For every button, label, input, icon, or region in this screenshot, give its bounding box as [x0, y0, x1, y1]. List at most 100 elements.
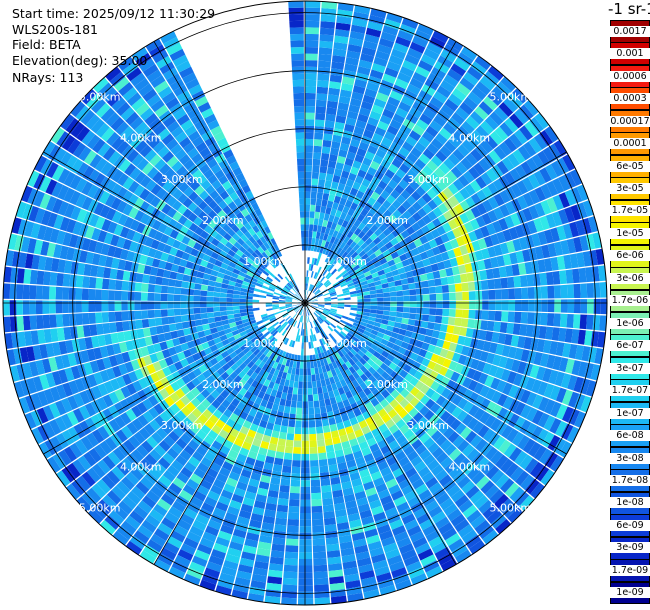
gate-cell [328, 563, 343, 572]
gate-cell [259, 535, 273, 544]
gate-cell [326, 220, 333, 229]
gate-cell [532, 273, 541, 287]
gate-cell [200, 284, 209, 291]
gate-cell [481, 461, 495, 475]
gate-cell [309, 284, 314, 292]
gate-cell [496, 380, 507, 393]
gate-cell [341, 315, 349, 320]
gate-cell [546, 197, 558, 213]
gate-cell [290, 40, 304, 48]
gate-cell [218, 495, 231, 506]
gate-cell [486, 223, 497, 236]
gate-cell [277, 404, 285, 413]
gate-cell [391, 525, 407, 536]
gate-cell [391, 567, 408, 579]
gate-cell [575, 219, 586, 236]
gate-cell [296, 145, 305, 153]
gate-cell [354, 154, 365, 164]
gate-cell [533, 170, 546, 186]
gate-cell [182, 274, 190, 282]
gate-cell [514, 311, 522, 324]
range-ring-label: 3.00km [161, 419, 203, 432]
gate-cell [344, 123, 355, 133]
gate-cell [313, 327, 317, 335]
gate-cell [239, 426, 250, 436]
gate-cell [358, 419, 368, 429]
gate-cell [484, 484, 500, 500]
gate-cell [242, 497, 255, 507]
gate-cell [322, 425, 331, 433]
gate-cell [325, 173, 334, 182]
gate-cell [438, 366, 449, 377]
gate-cell [347, 382, 355, 391]
gate-cell [391, 199, 402, 210]
gate-cell [350, 233, 358, 241]
gate-cell [423, 367, 433, 377]
gate-cell [581, 345, 591, 362]
gate-cell [434, 236, 444, 246]
gate-cell [310, 368, 316, 375]
gate-cell [579, 235, 589, 252]
gate-cell [328, 333, 335, 340]
gate-cell [328, 390, 335, 399]
gate-cell [334, 285, 342, 290]
gate-cell [335, 515, 349, 524]
gate-cell [268, 563, 284, 572]
gate-cell [414, 29, 431, 42]
gate-cell [447, 508, 462, 522]
gate-cell [346, 256, 354, 264]
gate-cell [309, 211, 315, 219]
gate-cell [299, 513, 312, 520]
gate-cell [491, 331, 500, 343]
gate-cell [260, 528, 274, 538]
gate-cell [337, 295, 345, 299]
gate-cell [311, 518, 324, 527]
gate-cell [282, 584, 298, 592]
gate-cell [315, 319, 320, 326]
gate-cell [350, 304, 358, 308]
gate-cell [318, 301, 325, 303]
gate-cell [330, 208, 337, 217]
gate-cell [376, 367, 385, 376]
gate-cell [372, 371, 381, 380]
gate-cell [350, 224, 358, 233]
gate-cell [398, 456, 410, 468]
gate-cell [315, 318, 321, 325]
gate-cell [387, 204, 397, 214]
gate-cell [514, 287, 522, 300]
gate-cell [382, 314, 390, 321]
gate-cell [474, 228, 484, 240]
gate-cell [315, 265, 320, 273]
gate-cell [438, 162, 451, 175]
gate-cell [323, 294, 331, 298]
gate-cell [439, 145, 452, 158]
gate-cell [376, 375, 386, 385]
gate-cell [305, 33, 319, 41]
gate-cell [382, 472, 395, 483]
gate-cell [254, 411, 264, 420]
gate-cell [422, 294, 430, 301]
gate-cell [411, 201, 422, 212]
gate-cell [362, 522, 377, 532]
gate-cell [517, 145, 531, 161]
gate-cell [504, 215, 515, 229]
gate-cell [409, 77, 424, 90]
gate-cell [419, 113, 433, 126]
gate-cell [29, 269, 38, 285]
gate-cell [375, 393, 385, 403]
gate-cell [305, 119, 315, 126]
gate-cell [272, 382, 280, 391]
gate-cell [400, 229, 410, 239]
gate-cell [459, 187, 471, 200]
gate-cell [465, 327, 474, 338]
gate-cell [406, 195, 417, 206]
gate-cell [317, 325, 322, 333]
gate-cell [318, 332, 323, 339]
gate-cell [362, 311, 370, 317]
gate-cell [390, 237, 399, 246]
gate-cell [533, 351, 543, 366]
gate-cell [289, 486, 300, 494]
gate-cell [462, 388, 474, 401]
gate-cell [455, 300, 463, 309]
gate-cell [412, 361, 422, 371]
